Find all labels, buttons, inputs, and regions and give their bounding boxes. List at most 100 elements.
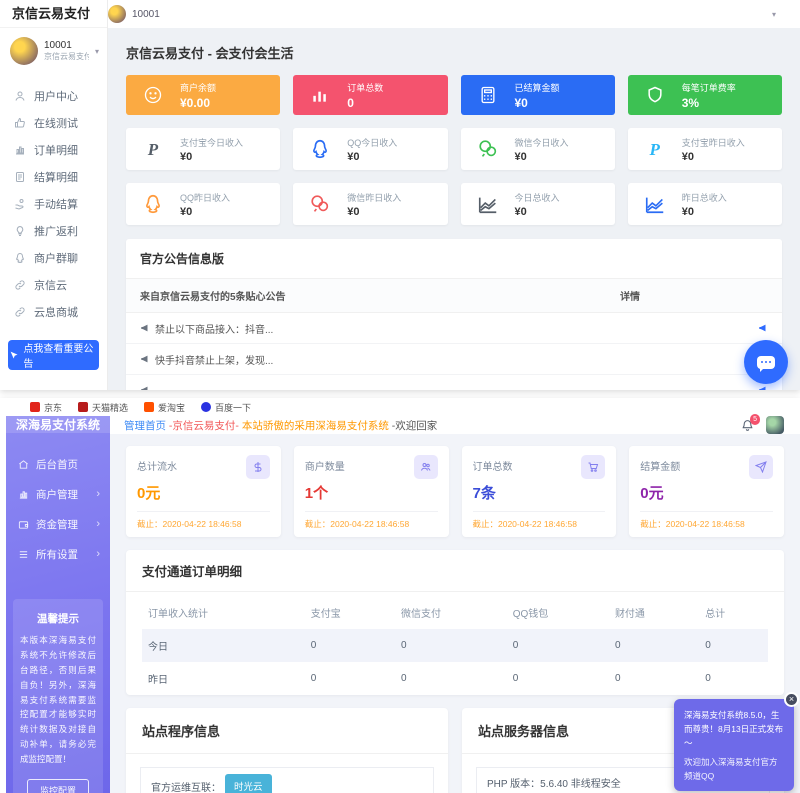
home-icon (19, 459, 28, 469)
chevron-right-icon: › (96, 488, 100, 500)
alipay-icon: P (649, 139, 660, 159)
sidebar: 深海易支付系统 后台首页 商户管理 › 资金管理 › (6, 416, 110, 793)
bookmark-baidu[interactable]: 百度一下 (201, 401, 251, 414)
calculator-icon (481, 86, 494, 104)
chevron-right-icon: › (96, 548, 100, 560)
trend-icon (644, 193, 666, 215)
stat-card-merchant-count: 商户数量 1个 截止：2020-04-22 18:46:58 (293, 446, 449, 537)
income-card-wechat-yesterday: 微信昨日收入 ¥0 (293, 183, 448, 225)
income-cards-row1: P 支付宝今日收入 ¥0 QQ今日收入 ¥0 微信今日收入 ¥0 P 支付宝昨日… (126, 128, 782, 170)
sidebar-item-jingxin-cloud[interactable]: 京信云 (0, 271, 107, 298)
sidebar-item-settings[interactable]: 所有设置 › (6, 539, 110, 569)
dollar-icon (245, 455, 270, 479)
sidebar-item-funds[interactable]: 资金管理 › (6, 509, 110, 539)
navbar-user-id: 10001 (132, 8, 160, 20)
sidebar-item-manual-settle[interactable]: 手动结算 (0, 190, 107, 217)
chat-bubble-icon (757, 355, 775, 372)
header-bar: 管理首页 -京信云易支付- 本站骄傲的采用深海易支付系统 -欢迎回家 5 (110, 413, 800, 434)
megaphone-icon (141, 386, 150, 390)
chat-fab-button[interactable] (744, 340, 788, 384)
pointer-icon (10, 351, 18, 359)
sidebar-item-home[interactable]: 后台首页 (6, 449, 110, 479)
trend-icon (477, 193, 499, 215)
shenhai-dashboard: 京东 天猫精选 爱淘宝 百度一下 深海易支付系统 后台首页 商户管理 › (0, 398, 800, 793)
bookmarks-bar: 京东 天猫精选 爱淘宝 百度一下 (0, 398, 800, 416)
income-card-today-total: 今日总收入 ¥0 (460, 183, 615, 225)
top-navbar: 10001 ▾ (108, 0, 800, 28)
sidebar-menu: 后台首页 商户管理 › 资金管理 › 所有设置 › (6, 433, 110, 569)
channel-order-table: 订单收入统计 支付宝 微信支付 QQ钱包 财付通 总计 今日 0 (142, 596, 768, 695)
announcement-row[interactable]: ... (126, 375, 782, 390)
income-card-alipay-today: P 支付宝今日收入 ¥0 (126, 128, 281, 170)
user-icon (15, 91, 25, 101)
monitor-config-button[interactable]: 监控配置 (26, 778, 89, 793)
announcement-detail-icon[interactable] (758, 385, 768, 390)
chevron-down-icon[interactable]: ▾ (94, 46, 99, 56)
avatar (10, 37, 38, 65)
breadcrumb-home[interactable]: 管理首页 (124, 419, 166, 432)
wechat-icon (477, 138, 499, 160)
stat-card-orders: 订单总数 0 (293, 75, 448, 115)
sidebar-user-block[interactable]: 10001 京信云易支付威测有限~ ▾ (0, 28, 107, 74)
sidebar-item-cloud-mall[interactable]: 云息商城 (0, 298, 107, 325)
income-cards-row2: QQ昨日收入 ¥0 微信昨日收入 ¥0 今日总收入 ¥0 昨日总收入 ¥0 (126, 183, 782, 225)
main-content: 京信云易支付 - 会支付会生活 商户余额 ¥0.00 订单总数 0 已结算金额 … (108, 28, 800, 390)
bulb-icon (16, 225, 24, 236)
sidebar-item-settle-detail[interactable]: 结算明细 (0, 163, 107, 190)
smiley-icon (144, 86, 162, 104)
program-info-title: 站点程序信息 (126, 708, 448, 754)
link-icon (15, 306, 25, 317)
bar-chart-icon (313, 91, 327, 102)
avatar[interactable] (766, 416, 784, 434)
page-title: 京信云易支付 - 会支付会生活 (126, 46, 294, 61)
stat-card-settled: 已结算金额 ¥0 (460, 75, 615, 115)
bookmark-jd[interactable]: 京东 (30, 401, 62, 414)
stat-card-fee-rate: 每笔订单费率 3% (627, 75, 782, 115)
jd-icon (30, 402, 40, 412)
bookmark-taobao[interactable]: 爱淘宝 (144, 401, 185, 414)
announcement-detail-icon[interactable] (758, 323, 768, 333)
close-icon[interactable]: × (784, 691, 799, 707)
megaphone-icon (141, 355, 150, 363)
qq-icon (16, 252, 24, 263)
announcement-panel: 官方公告信息版 来自京信云易支付的5条贴心公告 详情 禁止以下商品接入：抖音..… (126, 239, 782, 390)
sidebar-item-user-center[interactable]: 用户中心 (0, 82, 107, 109)
bookmark-tmall[interactable]: 天猫精选 (78, 401, 128, 414)
important-notice-button[interactable]: 点我查看重要公告 (8, 340, 99, 370)
breadcrumb-welcome: -欢迎回家 (391, 419, 438, 432)
server-info-title: 站点服务器信息 (462, 708, 784, 754)
cart-icon (581, 455, 606, 479)
income-card-qq-today: QQ今日收入 ¥0 (293, 128, 448, 170)
users-icon (413, 455, 438, 479)
announcement-row[interactable]: 快手抖音禁止上架，发现... (126, 344, 782, 375)
user-name: 10001 (44, 40, 72, 51)
shiguangyun-button[interactable]: 时光云 (225, 774, 272, 793)
sidebar-item-merchants[interactable]: 商户管理 › (6, 479, 110, 509)
megaphone-icon (141, 324, 150, 332)
sidebar-item-order-detail[interactable]: 订单明细 (0, 136, 107, 163)
qq-icon (142, 193, 164, 215)
document-icon (16, 171, 24, 182)
chevron-down-icon[interactable]: ▾ (771, 9, 776, 19)
app-logo: 京信云易支付 (0, 0, 107, 28)
chevron-right-icon: › (96, 518, 100, 530)
bell-icon[interactable]: 5 (741, 413, 760, 432)
stat-card-total-flow: 总计流水 0元 截止：2020-04-22 18:46:58 (126, 446, 281, 537)
link-icon (15, 279, 25, 290)
income-card-alipay-yesterday: P 支付宝昨日收入 ¥0 (627, 128, 782, 170)
sidebar-item-promo-rebate[interactable]: 推广返利 (0, 217, 107, 244)
table-header-row: 订单收入统计 支付宝 微信支付 QQ钱包 财付通 总计 (148, 609, 726, 620)
table-row-today: 今日 0 0 0 0 0 (142, 629, 768, 662)
thumbs-up-icon (15, 117, 25, 127)
release-toast: × 深海易支付系统8.5.0，生而尊贵！8月13日正式发布～ 欢迎加入深海易支付… (674, 691, 799, 791)
sidebar-menu: 用户中心 在线测试 订单明细 结算明细 手动结算 推广返利 (0, 74, 107, 332)
announcement-list-header: 来自京信云易支付的5条贴心公告 详情 (126, 279, 782, 313)
navbar-avatar[interactable] (108, 5, 126, 23)
app-logo: 深海易支付系统 (6, 416, 110, 433)
announcement-row[interactable]: 禁止以下商品接入：抖音... (126, 313, 782, 344)
user-org: 京信云易支付威测有限~ (44, 52, 89, 61)
sidebar-item-merchant-chat[interactable]: 商户群聊 (0, 244, 107, 271)
sidebar-item-online-test[interactable]: 在线测试 (0, 109, 107, 136)
income-card-wechat-today: 微信今日收入 ¥0 (460, 128, 615, 170)
toast-line1: 深海易支付系统8.5.0，生而尊贵！8月13日正式发布～ (684, 709, 784, 748)
